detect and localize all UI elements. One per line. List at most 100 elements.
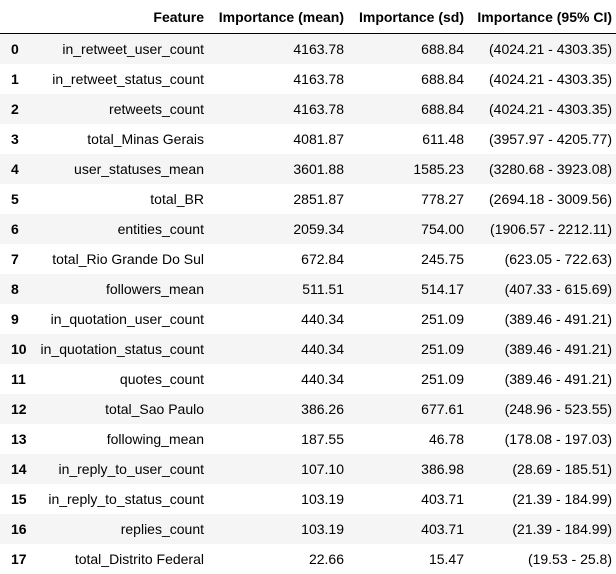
importance-mean-cell: 3601.88 [208,154,348,184]
feature-cell: total_Rio Grande Do Sul [34,244,208,274]
importance-sd-cell: 15.47 [348,544,468,574]
importance-mean-cell: 2059.34 [208,214,348,244]
importance-mean-cell: 4081.87 [208,124,348,154]
row-index: 6 [0,214,34,244]
importance-ci-cell: (248.96 - 523.55) [468,394,616,424]
importance-sd-cell: 1585.23 [348,154,468,184]
importance-ci-cell: (389.46 - 491.21) [468,364,616,394]
row-index: 4 [0,154,34,184]
row-index: 15 [0,484,34,514]
importance-sd-cell: 46.78 [348,424,468,454]
importance-mean-cell: 386.26 [208,394,348,424]
importance-mean-cell: 440.34 [208,364,348,394]
importance-ci-cell: (4024.21 - 4303.35) [468,64,616,94]
row-index: 7 [0,244,34,274]
importance-sd-cell: 688.84 [348,94,468,124]
header-row: Feature Importance (mean) Importance (sd… [0,0,616,34]
importance-sd-cell: 688.84 [348,64,468,94]
row-index: 13 [0,424,34,454]
importance-ci-cell: (1906.57 - 2212.11) [468,214,616,244]
importance-mean-cell: 4163.78 [208,64,348,94]
importance-mean-cell: 511.51 [208,274,348,304]
feature-cell: quotes_count [34,364,208,394]
feature-cell: user_statuses_mean [34,154,208,184]
importance-ci-cell: (3280.68 - 3923.08) [468,154,616,184]
importance-mean-cell: 440.34 [208,334,348,364]
feature-cell: replies_count [34,514,208,544]
feature-cell: in_reply_to_status_count [34,484,208,514]
importance-ci-cell: (19.53 - 25.8) [468,544,616,574]
importance-sd-cell: 245.75 [348,244,468,274]
importance-sd-cell: 403.71 [348,484,468,514]
importance-mean-cell: 22.66 [208,544,348,574]
importance-ci-cell: (389.46 - 491.21) [468,334,616,364]
row-index: 8 [0,274,34,304]
feature-cell: total_Minas Gerais [34,124,208,154]
importance-sd-cell: 251.09 [348,304,468,334]
row-index: 9 [0,304,34,334]
importance-ci-cell: (407.33 - 615.69) [468,274,616,304]
feature-cell: total_Sao Paulo [34,394,208,424]
importance-ci-cell: (21.39 - 184.99) [468,484,616,514]
importance-mean-cell: 440.34 [208,304,348,334]
column-header-importance-ci: Importance (95% CI) [468,0,616,34]
importance-sd-cell: 754.00 [348,214,468,244]
row-index: 3 [0,124,34,154]
feature-cell: retweets_count [34,94,208,124]
importance-ci-cell: (4024.21 - 4303.35) [468,94,616,124]
row-index: 0 [0,34,34,65]
column-header-importance-mean: Importance (mean) [208,0,348,34]
feature-cell: followers_mean [34,274,208,304]
feature-cell: in_quotation_user_count [34,304,208,334]
importance-ci-cell: (389.46 - 491.21) [468,304,616,334]
feature-cell: in_retweet_user_count [34,34,208,65]
row-index: 5 [0,184,34,214]
importance-sd-cell: 677.61 [348,394,468,424]
feature-cell: in_reply_to_user_count [34,454,208,484]
importance-ci-cell: (28.69 - 185.51) [468,454,616,484]
importance-ci-cell: (21.39 - 184.99) [468,514,616,544]
importance-ci-cell: (4024.21 - 4303.35) [468,34,616,65]
importance-mean-cell: 4163.78 [208,94,348,124]
importance-mean-cell: 187.55 [208,424,348,454]
importance-sd-cell: 688.84 [348,34,468,65]
importance-ci-cell: (623.05 - 722.63) [468,244,616,274]
column-header-feature: Feature [34,0,208,34]
importance-ci-cell: (2694.18 - 3009.56) [468,184,616,214]
feature-cell: total_Distrito Federal [34,544,208,574]
importance-sd-cell: 251.09 [348,364,468,394]
importance-sd-cell: 611.48 [348,124,468,154]
importance-ci-cell: (178.08 - 197.03) [468,424,616,454]
row-index: 11 [0,364,34,394]
importance-mean-cell: 4163.78 [208,34,348,65]
importance-mean-cell: 103.19 [208,514,348,544]
importance-sd-cell: 403.71 [348,514,468,544]
column-header-importance-sd: Importance (sd) [348,0,468,34]
row-index: 17 [0,544,34,574]
row-index: 10 [0,334,34,364]
feature-cell: following_mean [34,424,208,454]
importance-mean-cell: 2851.87 [208,184,348,214]
row-index: 16 [0,514,34,544]
row-index: 14 [0,454,34,484]
